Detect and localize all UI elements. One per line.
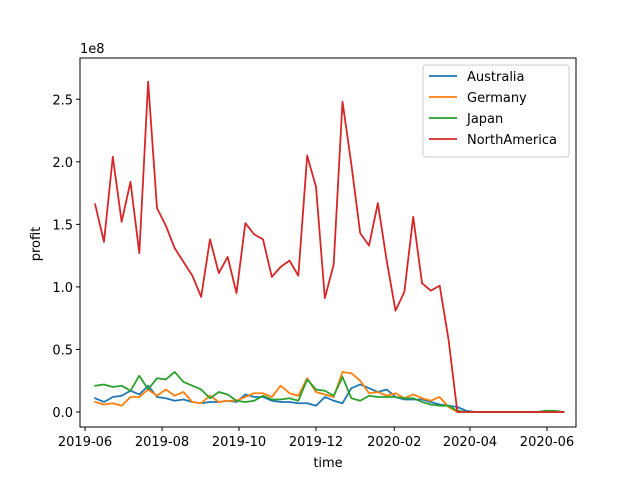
y-tick-label: 1.5 [52,218,73,233]
legend-label-japan: Japan [466,112,503,127]
legend-label-australia: Australia [467,70,525,85]
x-tick-label: 2019-10 [212,435,266,450]
legend-label-germany: Germany [467,91,527,106]
x-tick-label: 2019-12 [289,435,343,450]
plot-frame [79,57,577,428]
x-tick-label: 2020-02 [367,435,421,450]
legend-box [422,64,570,158]
y-tick-label: 1.0 [52,281,73,296]
series-line-northamerica [94,80,565,413]
y-tick-label: 0.0 [52,406,73,421]
x-tick-label: 2019-06 [58,435,112,450]
y-offset-label: 1e8 [80,42,105,57]
legend-label-northamerica: NorthAmerica [467,133,557,148]
y-tick-label: 2.0 [52,156,73,171]
x-axis-label: time [313,456,342,471]
y-tick-label: 2.5 [52,93,73,108]
series-layer [93,80,565,414]
y-tick-label: 0.5 [52,343,73,358]
y-axis-label: profit [29,227,44,262]
x-tick-label: 2020-04 [443,435,497,450]
x-tick-label: 2020-06 [520,435,574,450]
x-tick-label: 2019-08 [135,435,189,450]
axes-layer: 2019-06 2019-08 2019-10 2019-12 2020-02 2020-… [52,57,577,450]
legend: Australia Germany Japan NorthAmerica [422,64,570,158]
